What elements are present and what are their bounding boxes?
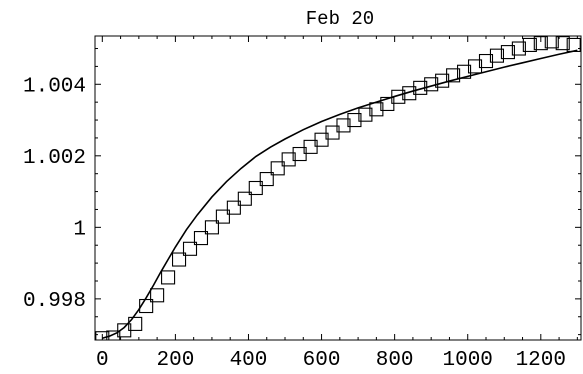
data-point: [325, 125, 340, 140]
axis-ticks: 0 200 400 600 800 1000 1200 0.998 1 1.002 1.004: [23, 36, 581, 372]
y-tick-label: 1.004: [23, 75, 86, 98]
data-point: [314, 132, 329, 147]
data-point: [500, 45, 515, 60]
plot-frame: [94, 35, 582, 341]
data-point: [193, 231, 209, 246]
data-point: [391, 89, 406, 104]
data-point: [150, 288, 165, 303]
data-point: [446, 68, 461, 83]
x-tick-label: 800: [376, 349, 414, 372]
x-tick-label: 600: [303, 349, 341, 372]
data-point: [161, 270, 176, 285]
data-point: [336, 118, 351, 133]
data-point: [358, 107, 373, 122]
data-point: [457, 64, 472, 79]
x-tick-label: 0: [96, 349, 109, 372]
data-point: [106, 330, 121, 340]
data-point: [226, 200, 241, 215]
data-point: [380, 96, 395, 112]
data-point: [424, 77, 439, 92]
data-point: [478, 53, 494, 69]
data-point: [489, 48, 505, 63]
x-tick-label: 1200: [516, 349, 566, 372]
y-tick-label: 1: [73, 218, 86, 241]
data-point: [139, 298, 154, 314]
data-point: [544, 36, 559, 49]
data-point: [171, 252, 187, 267]
data-point: [555, 36, 570, 51]
data-point: [259, 172, 274, 187]
data-point: [281, 152, 296, 167]
y-tick-label: 1.002: [23, 147, 86, 170]
data-point: [413, 80, 428, 95]
data-point: [95, 331, 110, 340]
data-point: [435, 73, 450, 88]
data-marks: [95, 36, 581, 340]
data-point: [402, 86, 417, 101]
data-point: [248, 180, 263, 196]
data-point: [533, 36, 548, 51]
x-tick-label: 400: [230, 349, 268, 372]
data-point: [204, 220, 219, 235]
data-point: [215, 209, 230, 224]
data-point: [511, 41, 526, 56]
data-point: [303, 139, 318, 154]
data-point: [237, 191, 252, 206]
data-point: [182, 241, 198, 256]
chart-title: Feb 20: [306, 8, 374, 30]
data-point: [347, 112, 362, 128]
x-tick-label: 200: [156, 349, 194, 372]
data-point: [522, 37, 537, 52]
data-point: [292, 146, 307, 162]
data-point: [467, 59, 483, 74]
model-curve: [102, 49, 578, 339]
data-point: [566, 37, 581, 52]
data-point: [128, 316, 143, 331]
data-point: [369, 102, 384, 117]
y-tick-label: 0.998: [23, 290, 86, 313]
x-tick-label: 1000: [443, 349, 493, 372]
data-point: [270, 161, 285, 176]
